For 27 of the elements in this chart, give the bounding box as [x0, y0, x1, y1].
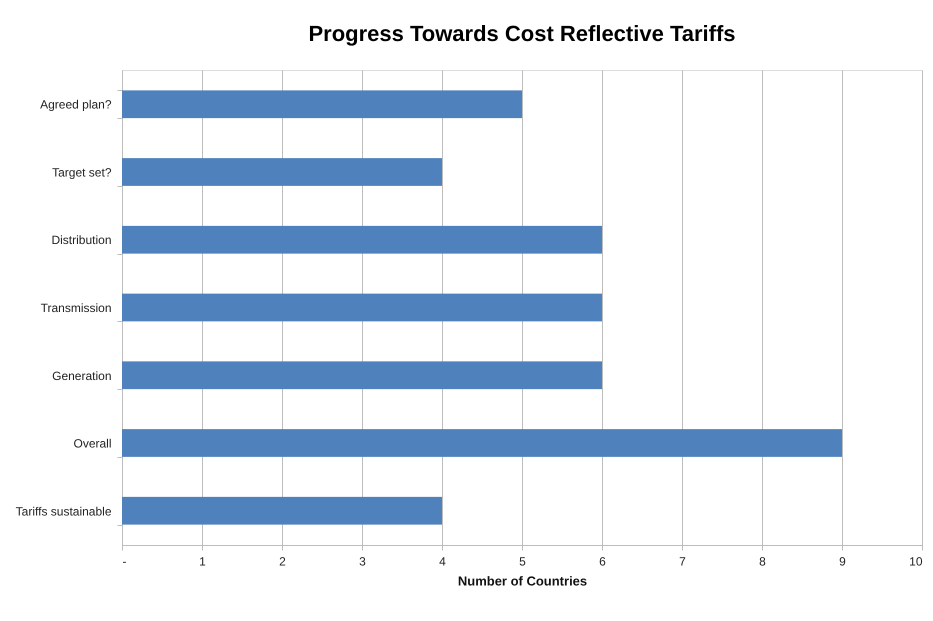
bar [122, 361, 602, 390]
x-tick-label: 2 [279, 554, 286, 568]
x-tick-label: 8 [759, 554, 766, 568]
y-tick-label: Agreed plan? [40, 98, 112, 112]
bar [122, 496, 442, 525]
x-tick-label: 6 [599, 554, 606, 568]
y-tick-label: Tariffs sustainable [16, 504, 112, 518]
bar [122, 90, 522, 118]
x-tick-label: 9 [839, 554, 846, 568]
y-tick-label: Overall [73, 436, 112, 451]
y-tick-label: Generation [52, 368, 112, 383]
bar [122, 429, 842, 457]
y-tick-label: Target set? [52, 165, 112, 180]
bar [122, 226, 602, 254]
x-axis-title: Number of Countries [458, 574, 588, 588]
chart-title: Progress Towards Cost Reflective Tariffs [308, 21, 736, 46]
x-tick-label: 4 [439, 554, 446, 568]
y-tick-label: Transmission [40, 301, 112, 315]
x-tick-label: 7 [679, 554, 686, 568]
x-tick-label: - [122, 554, 126, 568]
x-tick-label: 1 [199, 554, 206, 568]
bar [122, 158, 442, 186]
y-tick-label: Distribution [51, 233, 112, 248]
bar [122, 294, 602, 322]
x-tick-label: 5 [519, 554, 526, 568]
x-tick-label: 10 [909, 554, 923, 568]
x-tick-label: 3 [359, 554, 366, 568]
